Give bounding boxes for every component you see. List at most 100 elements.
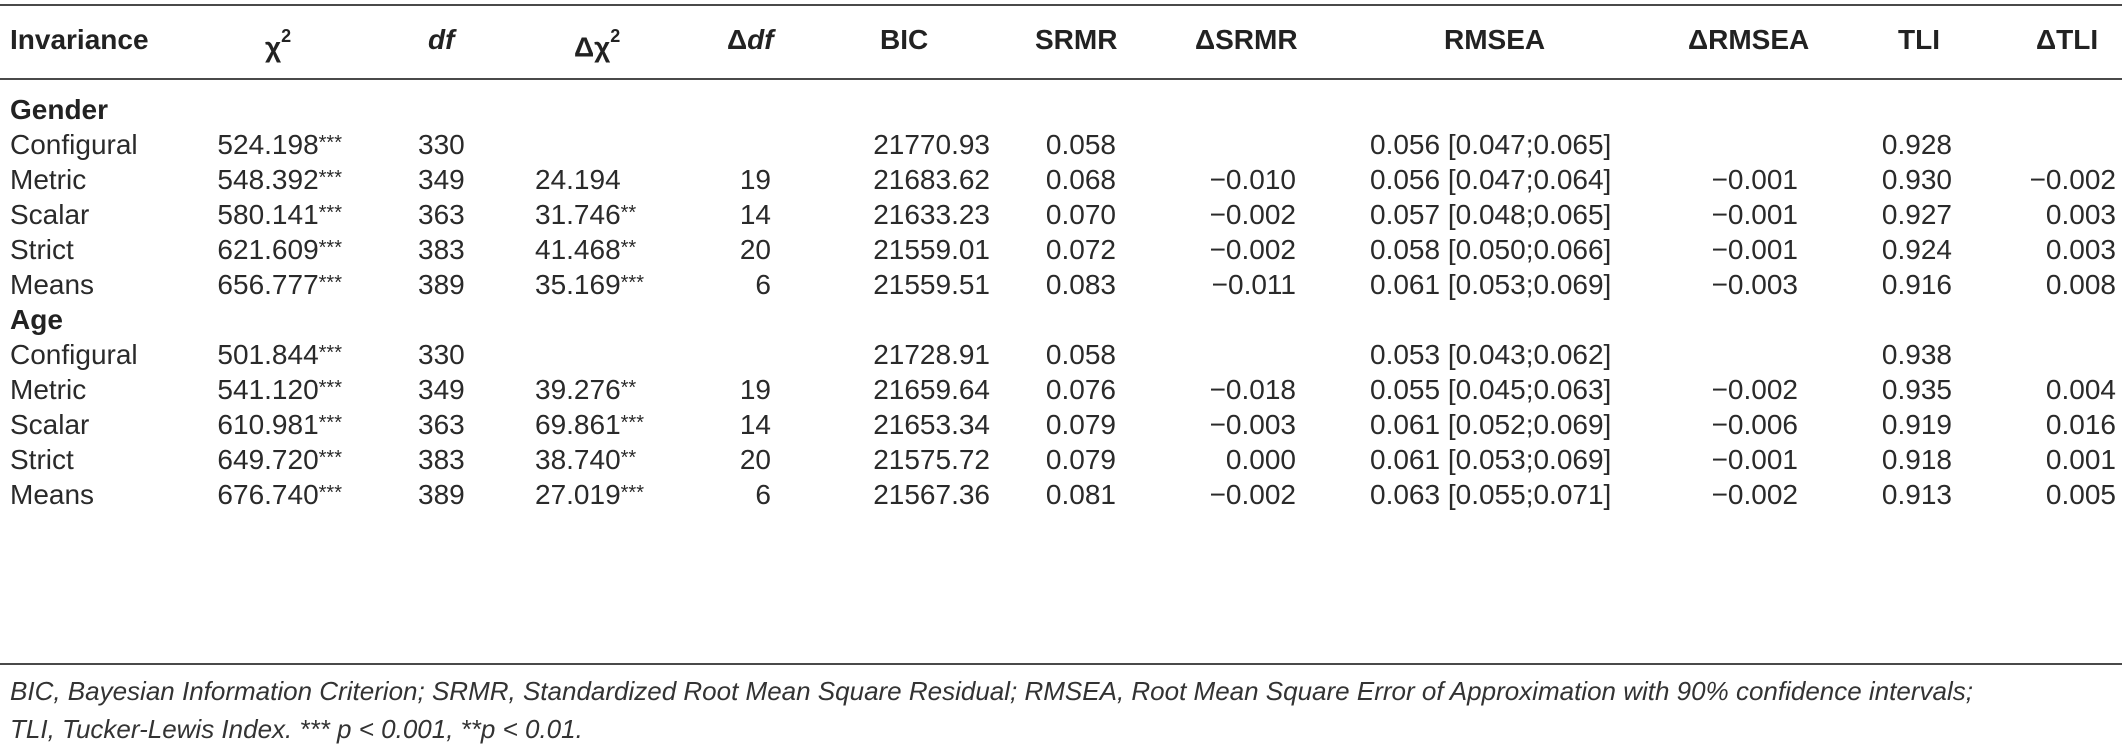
cell-bic-value: 21559.01 xyxy=(873,234,990,265)
header-delta-df: Δdf xyxy=(727,20,774,60)
cell-rmsea-value: 0.061 [0.053;0.069] xyxy=(1370,269,1612,300)
cell-delta-df: 14 xyxy=(740,405,771,445)
cell-chi2-value: 621.609 xyxy=(217,234,319,265)
cell-delta-srmr-value: −0.018 xyxy=(1209,374,1296,405)
cell-delta-rmsea: −0.001 xyxy=(1712,440,1798,480)
cell-tli: 0.919 xyxy=(1882,405,1952,445)
cell-tli: 0.924 xyxy=(1882,230,1952,270)
cell-delta-rmsea-value: −0.003 xyxy=(1711,269,1798,300)
cell-delta-df: 14 xyxy=(740,195,771,235)
cell-bic-value: 21633.23 xyxy=(873,199,990,230)
significance-stars: *** xyxy=(318,482,342,504)
cell-delta-srmr-value: −0.003 xyxy=(1209,409,1296,440)
cell-delta-chi2: 38.740** xyxy=(535,440,636,480)
cell-tli: 0.916 xyxy=(1882,265,1952,305)
cell-delta-df-value: 14 xyxy=(739,409,771,440)
cell-delta-rmsea-value: −0.002 xyxy=(1711,374,1798,405)
significance-stars: *** xyxy=(620,272,644,294)
cell-chi2: 501.844*** xyxy=(217,335,342,375)
cell-delta-tli: 0.001 xyxy=(2046,440,2116,480)
cell-srmr: 0.081 xyxy=(1046,475,1116,515)
cell-srmr: 0.076 xyxy=(1046,370,1116,410)
significance-stars: *** xyxy=(318,412,342,434)
cell-invariance: Metric xyxy=(10,164,87,195)
cell-delta-srmr-value: −0.002 xyxy=(1209,479,1296,510)
header-df: df xyxy=(428,24,455,55)
cell-rmsea: 0.061 [0.053;0.069] xyxy=(1370,265,1611,305)
cell-bic: 21559.51 xyxy=(873,265,990,305)
cell-rmsea: 0.056 [0.047;0.064] xyxy=(1370,160,1611,200)
cell-df: 363 xyxy=(418,405,465,445)
cell-df-value: 389 xyxy=(418,479,465,510)
cell-delta-df: 6 xyxy=(755,265,771,305)
cell-delta-chi2-value: 41.468 xyxy=(535,234,621,265)
cell-tli-value: 0.927 xyxy=(1881,199,1952,230)
cell-df-value: 389 xyxy=(418,269,465,300)
cell-rmsea-value: 0.061 [0.053;0.069] xyxy=(1370,444,1612,475)
significance-stars: *** xyxy=(318,237,342,259)
cell-srmr: 0.083 xyxy=(1046,265,1116,305)
cell-chi2: 649.720*** xyxy=(217,440,342,480)
cell-invariance: Configural xyxy=(10,339,138,370)
cell-delta-rmsea: −0.003 xyxy=(1712,265,1798,305)
cell-delta-chi2: 41.468** xyxy=(535,230,636,270)
header-delta-srmr: ΔSRMR xyxy=(1195,24,1298,55)
cell-delta-tli-value: 0.001 xyxy=(2045,444,2116,475)
cell-delta-tli: 0.003 xyxy=(2046,230,2116,270)
cell-delta-srmr-value: −0.002 xyxy=(1209,234,1296,265)
cell-delta-df-value: 20 xyxy=(739,234,771,265)
cell-delta-chi2-value: 27.019 xyxy=(535,479,621,510)
cell-delta-srmr: −0.018 xyxy=(1210,370,1296,410)
cell-rmsea-value: 0.056 [0.047;0.064] xyxy=(1370,164,1612,195)
cell-df-value: 383 xyxy=(418,234,465,265)
header-delta-rmsea: ΔRMSEA xyxy=(1688,24,1810,55)
cell-tli-value: 0.930 xyxy=(1881,164,1952,195)
significance-stars: *** xyxy=(318,167,342,189)
cell-delta-rmsea-value: −0.001 xyxy=(1711,199,1798,230)
cell-srmr-value: 0.076 xyxy=(1045,374,1116,405)
cell-df-value: 363 xyxy=(418,199,465,230)
cell-delta-srmr: −0.010 xyxy=(1210,160,1296,200)
cell-delta-tli-value: 0.004 xyxy=(2045,374,2116,405)
cell-bic: 21659.64 xyxy=(873,370,990,410)
cell-srmr-value: 0.070 xyxy=(1045,199,1116,230)
cell-df: 389 xyxy=(418,475,465,515)
significance-stars: ** xyxy=(620,202,637,224)
bottom-rule xyxy=(0,663,2122,665)
cell-rmsea-value: 0.055 [0.045;0.063] xyxy=(1370,374,1612,405)
cell-bic: 21683.62 xyxy=(873,160,990,200)
cell-delta-rmsea-value: −0.006 xyxy=(1711,409,1798,440)
cell-df: 349 xyxy=(418,160,465,200)
cell-delta-df: 19 xyxy=(740,160,771,200)
cell-delta-tli: 0.004 xyxy=(2046,370,2116,410)
cell-rmsea: 0.063 [0.055;0.071] xyxy=(1370,475,1611,515)
cell-delta-tli: 0.016 xyxy=(2046,405,2116,445)
cell-delta-srmr-value: −0.002 xyxy=(1209,199,1296,230)
cell-delta-srmr-value: −0.010 xyxy=(1209,164,1296,195)
significance-stars: *** xyxy=(318,377,342,399)
significance-stars: *** xyxy=(318,272,342,294)
significance-stars: *** xyxy=(620,412,644,434)
significance-stars: *** xyxy=(318,202,342,224)
cell-srmr-value: 0.058 xyxy=(1045,129,1116,160)
cell-bic: 21559.01 xyxy=(873,230,990,270)
header-srmr: SRMR xyxy=(1035,24,1118,55)
cell-rmsea: 0.061 [0.053;0.069] xyxy=(1370,440,1611,480)
cell-rmsea-value: 0.061 [0.052;0.069] xyxy=(1370,409,1612,440)
cell-delta-rmsea-value: −0.002 xyxy=(1711,479,1798,510)
cell-invariance: Configural xyxy=(10,129,138,160)
cell-tli: 0.918 xyxy=(1882,440,1952,480)
cell-df: 349 xyxy=(418,370,465,410)
header-invariance: Invariance xyxy=(10,24,149,55)
cell-delta-rmsea: −0.001 xyxy=(1712,160,1798,200)
cell-delta-srmr: 0.000 xyxy=(1226,440,1296,480)
cell-delta-tli-value: 0.008 xyxy=(2045,269,2116,300)
cell-delta-df-value: 6 xyxy=(755,269,771,300)
cell-delta-df: 6 xyxy=(755,475,771,515)
cell-df: 389 xyxy=(418,265,465,305)
cell-srmr-value: 0.058 xyxy=(1045,339,1116,370)
cell-delta-srmr: −0.003 xyxy=(1210,405,1296,445)
section-title: Gender xyxy=(10,94,109,125)
header-delta-df-symbol: Δ xyxy=(727,24,748,55)
cell-rmsea-value: 0.057 [0.048;0.065] xyxy=(1370,199,1612,230)
